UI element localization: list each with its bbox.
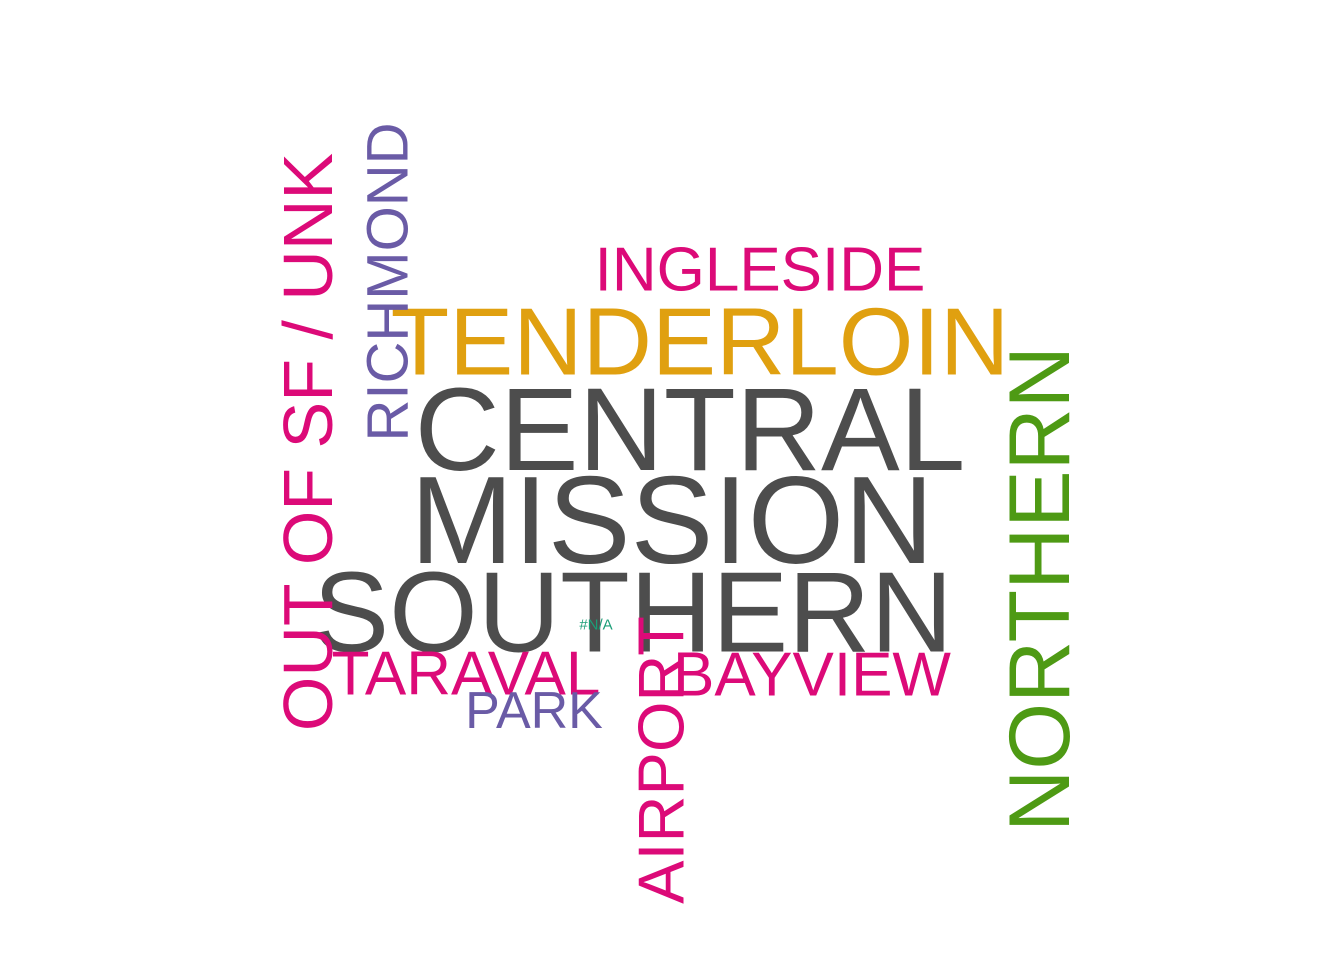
word-richmond: RICHMOND xyxy=(356,123,421,442)
word-bayview: BAYVIEW xyxy=(673,641,951,710)
word-ingleside: INGLESIDE xyxy=(595,236,926,305)
word-central: CENTRAL xyxy=(415,364,966,496)
word-taraval: TARAVAL xyxy=(332,640,601,709)
word-airport: AIRPORT xyxy=(625,616,698,904)
word-northern: NORTHERN xyxy=(992,346,1088,832)
word-out-of-sf-unk: OUT OF SF / UNK xyxy=(269,153,347,731)
word-southern: SOUTHERN xyxy=(313,550,953,677)
word-tenderloin: TENDERLOIN xyxy=(391,289,1010,396)
word-park: PARK xyxy=(465,682,603,740)
word-n-a: #N/A xyxy=(579,617,612,634)
word-mission: MISSION xyxy=(410,452,934,590)
